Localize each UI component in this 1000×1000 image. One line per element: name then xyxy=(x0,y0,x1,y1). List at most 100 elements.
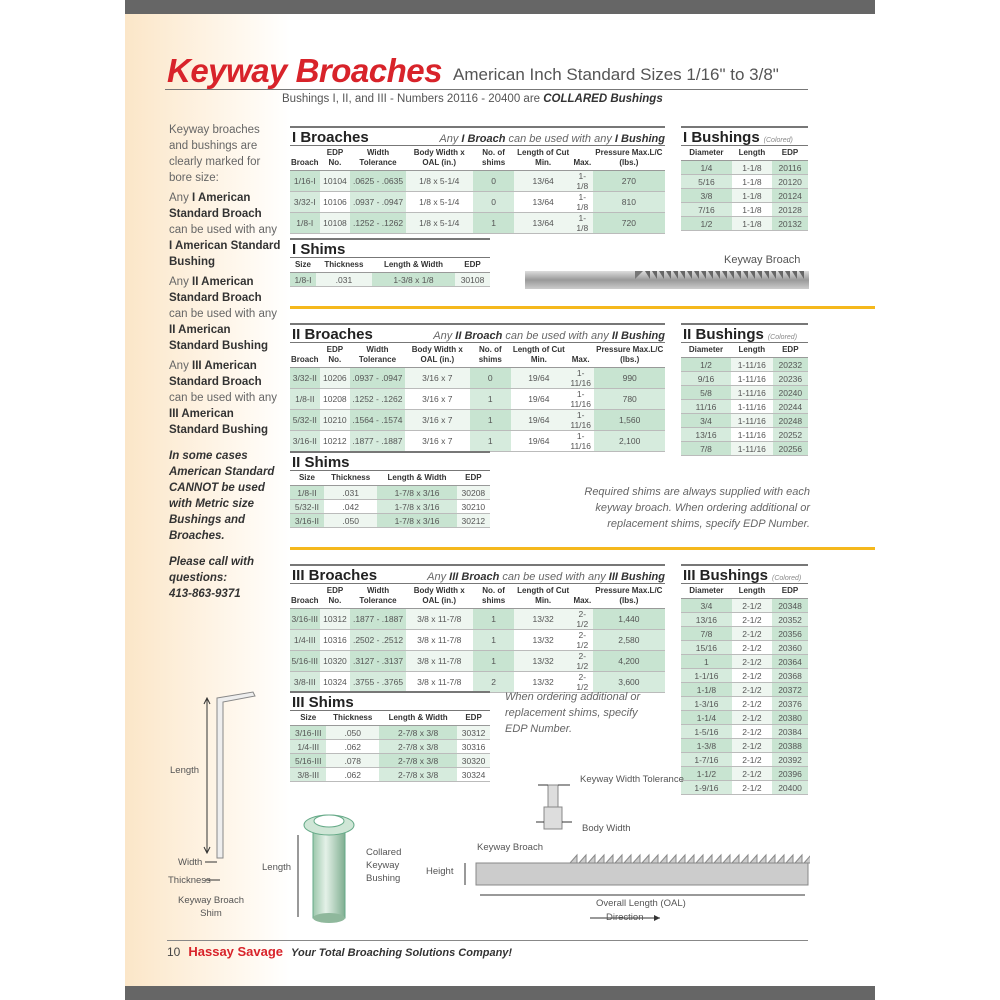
table-row: 3/32-I 10106.0937 - .0947 1/8 x 5-1/4 0 13/6… xyxy=(290,191,665,213)
iii-broaches-table: III Broaches Any III Broach can be used w… xyxy=(290,564,665,693)
table-cell: 10210 xyxy=(319,409,351,431)
table-cell: 3/16-III xyxy=(290,608,320,630)
body-width-label: Body Width xyxy=(582,823,631,834)
broach-teeth xyxy=(476,853,810,864)
table-cell: 1/8 x 5-1/4 xyxy=(405,170,473,192)
table-cell: .1877 - .1887 xyxy=(350,608,406,630)
table-cell: 20368 xyxy=(772,668,808,683)
table-row: 1-3/8 2-1/2 20388 xyxy=(681,738,808,753)
table-cell: 3/8 x 11-7/8 xyxy=(405,671,473,693)
colored-label: (Colored) xyxy=(772,575,802,582)
column-header: Pressure Max.L/C (lbs.) xyxy=(592,584,665,609)
compat-note-text: II Broach xyxy=(455,330,503,342)
collared-note: Bushings I, II, and III - Numbers 20116 … xyxy=(282,93,663,105)
table-cell: 2-1/2 xyxy=(731,766,773,781)
column-header: Width Tolerance xyxy=(350,146,406,171)
phone-number: 413-863-9371 xyxy=(169,588,241,600)
table-cell: 10106 xyxy=(319,191,351,213)
table-cell: 19/64 xyxy=(510,430,567,452)
table-cell: 1 xyxy=(469,409,511,431)
table-cell: 20372 xyxy=(772,682,808,697)
table-cell: 0 xyxy=(469,367,511,389)
table-cell: 13/16 xyxy=(681,427,731,442)
shim-width-label: Width xyxy=(178,857,203,868)
table-cell: 13/16 xyxy=(681,612,732,627)
table-cell: 13/64 xyxy=(514,191,572,213)
column-header: Width Tolerance xyxy=(350,584,406,609)
table-cell: 15/16 xyxy=(681,640,732,655)
table-cell: 2,580 xyxy=(592,629,665,651)
table-row: 7/8 1-11/16 20256 xyxy=(681,441,808,456)
column-header: Broach xyxy=(290,343,320,368)
table-row: 3/16-II 10212.1877 - .1887 3/16 x 7 1 19/64 1… xyxy=(290,430,665,452)
table-cell: 5/16-III xyxy=(290,650,320,672)
table-cell: 4,200 xyxy=(592,650,665,672)
brand-name: Hassay Savage xyxy=(188,944,284,959)
table-cell: 20128 xyxy=(772,202,808,217)
column-header: Thickness xyxy=(315,258,372,273)
table-cell: 1-1/8 xyxy=(731,160,773,175)
table-cell: 1-1/2 xyxy=(681,766,732,781)
table-cell: 3/8-III xyxy=(290,767,327,782)
keyway-broach-diagram xyxy=(464,784,810,921)
table-cell: 2-1/2 xyxy=(731,640,773,655)
i-shims-table: I Shims Size Thickness Length & Width EDP 1/8… xyxy=(290,238,490,287)
iii-bushings-table: III Bushings (Colored) Diameter Length EDP 3/… xyxy=(681,564,808,795)
table-cell: 3/8 x 11-7/8 xyxy=(405,608,473,630)
broach-tooth xyxy=(799,271,804,279)
table-cell: 2-7/8 x 3/8 xyxy=(379,767,458,782)
page-title: Keyway Broaches xyxy=(167,52,442,89)
table-row: 7/16 1-1/8 20128 xyxy=(681,202,808,217)
column-header: No. of shims xyxy=(472,584,515,609)
table-cell: 2-1/2 xyxy=(571,671,593,693)
column-header: EDP xyxy=(455,258,490,273)
table-cell: .042 xyxy=(323,499,378,514)
table-cell: .1564 - .1574 xyxy=(350,409,405,431)
table-cell: 3/16 x 7 xyxy=(404,367,470,389)
table-cell: 3/16 x 7 xyxy=(404,388,470,410)
table-cell: 1-1/8 xyxy=(731,174,773,189)
table-cell: 2-7/8 x 3/8 xyxy=(379,753,458,768)
compat-note-text: I Broach xyxy=(461,133,506,145)
column-header: Length & Width xyxy=(377,471,457,486)
table-cell: 2-1/2 xyxy=(571,629,593,651)
table-cell: 20352 xyxy=(772,612,808,627)
table-row: 1/8-I 10108.1252 - .1262 1/8 x 5-1/4 1 13/64… xyxy=(290,212,665,234)
footer-divider xyxy=(167,940,808,941)
table-cell: 13/64 xyxy=(514,170,572,192)
table-cell: 20348 xyxy=(772,598,808,613)
table-row: 3/8 1-1/8 20124 xyxy=(681,188,808,203)
table-cell: .0937 - .0947 xyxy=(350,191,406,213)
section-title-text: II Broaches xyxy=(292,326,373,343)
warning-text: In some cases American Standard CANNOT b… xyxy=(169,450,275,542)
column-header: EDP xyxy=(457,711,490,726)
table-cell: 0 xyxy=(472,170,515,192)
table-cell: 1-11/16 xyxy=(566,367,595,389)
table-row: 13/16 1-11/16 20252 xyxy=(681,427,808,442)
sidebar-item: Any III American Standard Broach can be … xyxy=(169,358,281,438)
header-row: Size Thickness Length & Width EDP xyxy=(290,471,490,486)
table-cell: 3/16-III xyxy=(290,725,327,740)
call-text: Please call with questions: xyxy=(169,556,255,584)
table-cell: 1-11/16 xyxy=(730,371,773,386)
section-title: II Shims xyxy=(290,451,490,471)
table-row: 3/16-III .050 2-7/8 x 3/8 30312 xyxy=(290,725,490,740)
broach-tooth xyxy=(736,271,741,279)
table-row: 1-1/8 2-1/2 20372 xyxy=(681,682,808,697)
table-cell: 30320 xyxy=(457,753,490,768)
table-cell: 20364 xyxy=(772,654,808,669)
column-header: EDP xyxy=(456,471,490,486)
i-bushings-table: I Bushings (Colored) Diameter Length EDP 1/4 1… xyxy=(681,126,808,231)
ii-bushings-table: II Bushings (Colored) Diameter Length EDP 1/2… xyxy=(681,323,808,456)
table-cell: .1252 - .1262 xyxy=(350,212,406,234)
table-cell: 19/64 xyxy=(510,409,567,431)
table-cell: 20124 xyxy=(772,188,808,203)
header-row: Diameter Length EDP xyxy=(681,343,808,358)
table-row: 5/32-II .042 1-7/8 x 3/16 30210 xyxy=(290,499,490,514)
table-cell: 1 xyxy=(472,212,515,234)
intro-text: Keyway broaches and bushings are clearly… xyxy=(169,124,261,184)
table-cell: 1-1/8 xyxy=(681,682,732,697)
table-cell: 1-3/8 x 1/8 xyxy=(371,272,456,287)
section-title-text: III Broaches xyxy=(292,567,378,584)
table-cell: 20392 xyxy=(772,752,808,767)
